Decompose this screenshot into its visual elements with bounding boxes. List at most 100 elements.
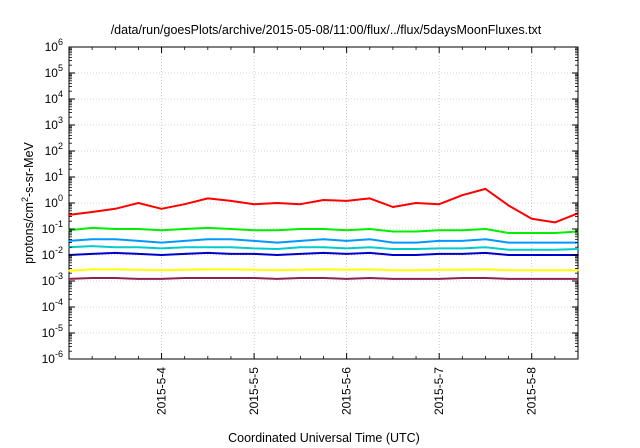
data-point bbox=[230, 268, 232, 271]
data-point bbox=[276, 202, 279, 204]
data-point bbox=[507, 269, 510, 272]
data-point bbox=[91, 238, 93, 241]
data-point bbox=[137, 253, 140, 255]
y-tick-label: 103 bbox=[45, 115, 63, 132]
data-point bbox=[68, 269, 70, 272]
data-point bbox=[230, 228, 232, 230]
data-point bbox=[484, 246, 487, 249]
data-point bbox=[438, 229, 441, 232]
y-tick-base: 10 bbox=[45, 92, 59, 106]
data-point bbox=[68, 240, 70, 242]
grid bbox=[69, 47, 578, 359]
data-point bbox=[415, 254, 417, 256]
y-tick-base: 10 bbox=[45, 196, 59, 210]
y-tick-label: 10-4 bbox=[42, 297, 63, 314]
y-axis-label: protons/cm2-s-sr-MeV bbox=[20, 141, 36, 263]
y-tick-base: 10 bbox=[45, 40, 59, 54]
y-tick-base: 10 bbox=[42, 326, 56, 340]
y-tick-base: 10 bbox=[42, 352, 56, 366]
data-point bbox=[91, 211, 93, 213]
data-point bbox=[461, 277, 464, 279]
data-point bbox=[322, 199, 325, 201]
y-tick-base: 10 bbox=[45, 66, 59, 80]
data-point bbox=[114, 268, 117, 271]
y-tick-base: 10 bbox=[45, 118, 59, 132]
data-point bbox=[415, 230, 417, 233]
data-point bbox=[206, 252, 209, 254]
data-point bbox=[68, 214, 70, 216]
series-line-1 bbox=[68, 187, 579, 224]
data-point bbox=[554, 241, 556, 244]
data-point bbox=[206, 246, 209, 249]
data-point bbox=[276, 241, 279, 244]
data-point bbox=[299, 253, 302, 255]
data-point bbox=[415, 278, 417, 280]
data-point bbox=[230, 246, 232, 249]
y-tick-label: 105 bbox=[45, 63, 63, 80]
data-point bbox=[530, 278, 533, 280]
data-point bbox=[206, 197, 209, 200]
data-point bbox=[484, 277, 487, 279]
y-tick-label: 104 bbox=[45, 89, 63, 106]
data-point bbox=[392, 254, 394, 256]
y-tick-exponent: -2 bbox=[55, 245, 63, 255]
data-point bbox=[253, 247, 256, 250]
data-point bbox=[91, 245, 93, 248]
data-point bbox=[530, 248, 533, 251]
y-tick-exponent: 2 bbox=[58, 141, 63, 151]
data-point bbox=[415, 241, 417, 244]
data-point bbox=[322, 238, 325, 241]
data-point bbox=[554, 278, 556, 280]
data-point bbox=[299, 268, 302, 271]
data-point bbox=[206, 277, 209, 279]
data-point bbox=[484, 268, 487, 271]
data-point bbox=[577, 248, 579, 250]
data-point bbox=[507, 232, 510, 234]
y-tick-exponent: -3 bbox=[55, 271, 63, 281]
data-point bbox=[392, 241, 394, 244]
data-point bbox=[554, 269, 556, 272]
data-point bbox=[461, 253, 464, 255]
data-point bbox=[438, 278, 441, 280]
data-point bbox=[114, 277, 117, 279]
data-point bbox=[530, 269, 533, 272]
x-axis-ticks: 2015-5-4 2015-5-5 2015-5-6 2015-5-7 2015-5-8 bbox=[91, 47, 579, 415]
data-point bbox=[114, 252, 117, 254]
data-point bbox=[276, 254, 279, 256]
data-point bbox=[253, 277, 256, 279]
data-point bbox=[554, 221, 556, 224]
data-point bbox=[461, 229, 464, 232]
data-point bbox=[345, 278, 348, 280]
y-tick-exponent: 1 bbox=[58, 167, 63, 177]
data-point bbox=[438, 268, 441, 271]
data-point bbox=[253, 229, 256, 232]
series-group bbox=[68, 187, 579, 280]
data-point bbox=[230, 200, 232, 202]
y-tick-exponent: 4 bbox=[58, 89, 63, 99]
data-point bbox=[577, 269, 579, 272]
data-point bbox=[322, 277, 325, 279]
data-point bbox=[91, 227, 93, 229]
data-point bbox=[554, 232, 556, 234]
data-point bbox=[438, 247, 441, 250]
data-point bbox=[461, 194, 464, 197]
data-point bbox=[345, 200, 348, 202]
data-point bbox=[183, 240, 186, 242]
data-point bbox=[253, 240, 256, 242]
data-point bbox=[438, 253, 441, 255]
x-tick-label: 2015-5-7 bbox=[432, 367, 446, 415]
y-axis-label-part-2: -s-sr-MeV bbox=[22, 141, 36, 197]
data-point bbox=[322, 246, 325, 249]
y-tick-base: 10 bbox=[42, 222, 56, 236]
data-point bbox=[114, 207, 117, 210]
data-point bbox=[160, 269, 163, 272]
data-point bbox=[461, 240, 464, 242]
data-point bbox=[461, 247, 464, 250]
data-point bbox=[484, 252, 487, 254]
data-point bbox=[230, 253, 232, 255]
data-point bbox=[114, 246, 117, 249]
y-tick-label: 10-1 bbox=[42, 219, 63, 236]
data-point bbox=[91, 277, 93, 279]
data-point bbox=[438, 203, 441, 206]
